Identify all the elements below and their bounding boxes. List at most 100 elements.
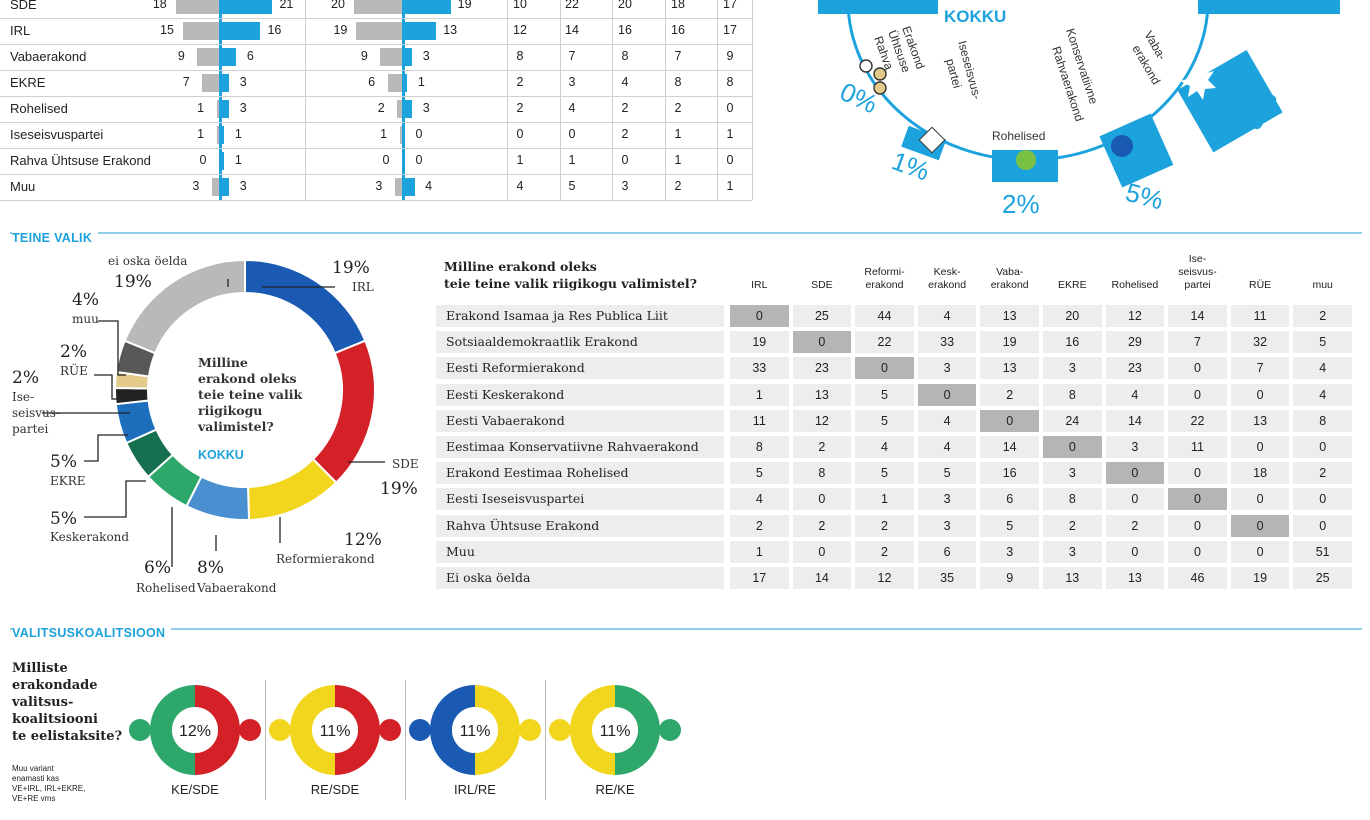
matrix-cell: 0 — [792, 488, 852, 511]
bar-blue-a — [222, 152, 225, 170]
value-a1: 1 — [197, 127, 205, 141]
matrix-cell: 17 — [730, 567, 789, 589]
ekre-pct: 5% — [50, 452, 77, 472]
matrix-cell: 16 — [1043, 331, 1102, 354]
coalition-note-line-1: Muu variant — [12, 764, 54, 773]
donut-slice-iseseisvuspartei — [114, 386, 150, 406]
matrix-cell: 4 — [917, 305, 977, 327]
matrix-row-label: Eesti Iseseisvuspartei — [436, 488, 724, 511]
coalition-note-line-2: enamasti kas — [12, 774, 60, 783]
matrix-cell: 0 — [1168, 462, 1227, 485]
value-col: 16 — [618, 23, 632, 37]
matrix-cell: 46 — [1168, 567, 1227, 589]
matrix-cell: 2 — [1105, 514, 1165, 537]
matrix-cell: 2 — [730, 514, 789, 537]
matrix-cell: 8 — [730, 436, 789, 458]
matrix-cell: 1 — [730, 540, 789, 563]
matrix-row-label: Erakond Isamaa ja Res Publica Liit — [436, 305, 724, 327]
matrix-cell: 13 — [1105, 567, 1165, 589]
bar-grey-b — [394, 178, 402, 196]
ref-label: Reformierakond — [276, 552, 375, 566]
value-col: 9 — [726, 49, 734, 63]
matrix-cell: 14 — [980, 436, 1039, 458]
value-b1: 1 — [380, 127, 388, 141]
matrix-cell: 19 — [730, 331, 789, 354]
bar-blue-b — [405, 178, 415, 196]
matrix-cell: 12 — [1105, 305, 1165, 327]
bar-grey-a — [216, 100, 219, 118]
coalition-label: RE/KE — [595, 782, 635, 797]
rue-icon — [859, 59, 873, 73]
value-col: 5 — [568, 179, 576, 193]
isp-pct: 2% — [12, 368, 39, 388]
value-a1: 18 — [152, 0, 167, 11]
value-b2: 19 — [457, 0, 472, 11]
value-b2: 3 — [422, 49, 430, 63]
value-a1: 3 — [192, 179, 200, 193]
party-emblem-icon — [379, 719, 401, 741]
matrix-cell: 2 — [1043, 514, 1102, 537]
value-col: 7 — [568, 49, 576, 63]
vaba-label: Vabaerakond — [196, 581, 277, 595]
kesk-label: Keskerakond — [50, 530, 129, 544]
party-name: Rohelised — [10, 101, 68, 116]
value-col: 18 — [671, 0, 685, 11]
top-table: SDE 18 21 20 19 10 22 20 18 17 IRL 15 16 19 13 12 14 16 16… — [0, 0, 753, 202]
matrix-cell: 33 — [917, 331, 977, 354]
matrix-cell-diagonal: 0 — [1168, 488, 1227, 511]
rue-label: RÜE — [60, 362, 88, 378]
bar-grey-b — [397, 100, 402, 118]
value-col: 17 — [723, 0, 737, 11]
coalition-label: KE/SDE — [171, 782, 219, 797]
matrix-cell: 2 — [855, 514, 914, 537]
isp-line-1: Ise- — [12, 390, 34, 404]
value-col: 8 — [674, 75, 682, 89]
matrix-col-header-line: partei — [1184, 279, 1211, 291]
party-name: Rahva Ühtsuse Erakond — [10, 153, 151, 168]
rue-pct: 2% — [60, 342, 87, 362]
table-row: Vabaerakond 9 6 9 3 8 7 8 7 9 — [0, 44, 752, 71]
bar-blue-a — [222, 126, 225, 144]
ring-right-half — [475, 685, 520, 775]
matrix-col-header: IRL — [729, 279, 789, 292]
matrix-cell: 2 — [980, 383, 1039, 406]
isp-icon — [918, 126, 946, 154]
kons-pct: 5% — [1122, 177, 1166, 216]
matrix-row-label: Sotsiaaldemokraatlik Erakond — [436, 331, 724, 354]
value-b2: 3 — [422, 101, 430, 115]
matrix-cell: 25 — [792, 305, 852, 327]
matrix-row-label: Muu — [436, 540, 724, 563]
eo-pct: 19% — [114, 272, 152, 292]
bar-grey-a — [211, 178, 219, 196]
bar-grey-a — [202, 74, 219, 92]
rohelised-icon — [1016, 150, 1036, 170]
matrix-cell: 12 — [855, 567, 914, 589]
party-emblem-icon — [659, 719, 681, 741]
matrix-cell: 0 — [1293, 488, 1352, 511]
coalition-pct: 11% — [600, 723, 631, 740]
coalition-divider — [405, 680, 406, 800]
roh-label: Rohelised — [136, 581, 196, 595]
bar-grey-b — [354, 0, 402, 14]
party-emblem-icon — [519, 719, 541, 741]
table-divider — [507, 0, 508, 200]
matrix-cell: 13 — [1043, 567, 1102, 589]
coalition-question: Milliste erakondade valitsus- koalitsioo… — [12, 660, 122, 745]
value-col: 4 — [568, 101, 576, 115]
matrix-row-label: Eesti Reformierakond — [436, 357, 724, 380]
matrix-cell: 19 — [1230, 567, 1290, 589]
matrix-cell: 12 — [792, 409, 852, 432]
bar-blue-a — [222, 100, 230, 118]
matrix-col-header: RÜE — [1230, 279, 1290, 292]
value-a2: 3 — [239, 75, 247, 89]
matrix-cell: 4 — [1293, 357, 1352, 380]
value-col: 0 — [726, 153, 734, 167]
party-name: IRL — [10, 23, 31, 38]
coalition-ring: 12% — [129, 685, 261, 775]
matrix-cell: 16 — [980, 462, 1039, 485]
matrix-cell: 13 — [792, 383, 852, 406]
donut-center-line-3: teie teine valik — [198, 387, 303, 402]
rohelised-name: Rohelised — [992, 129, 1045, 143]
kesk-pct: 5% — [50, 509, 77, 529]
matrix-cell: 25 — [1293, 567, 1352, 589]
